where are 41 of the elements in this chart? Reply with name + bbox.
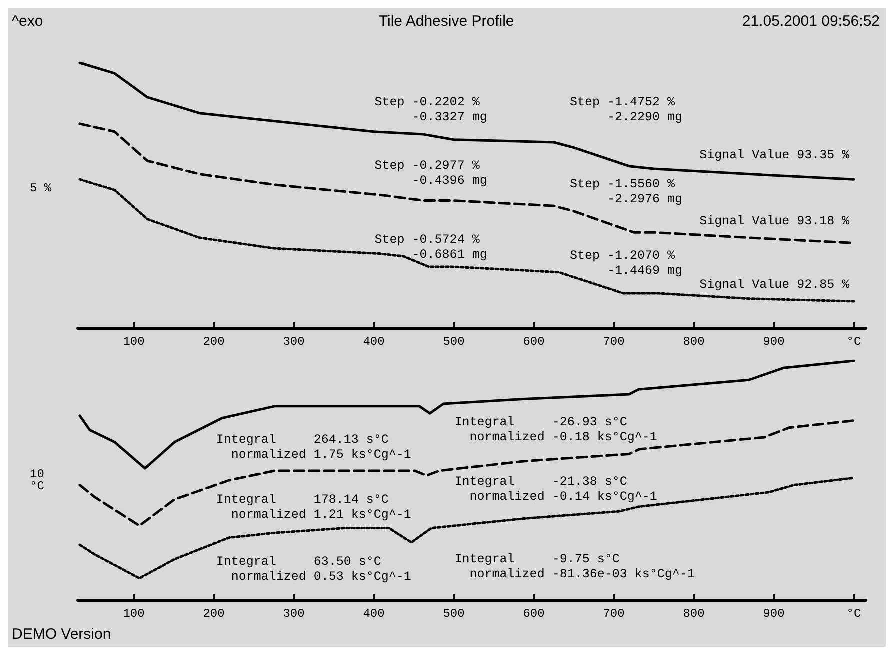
annotation: Integral -21.38 s°C normalized -0.14 ks°Cg^-1 [454,475,658,504]
x-tick-label: °C [846,607,862,621]
annotation: Step -0.5724 % -0.6861 mg [374,233,488,262]
annotation: Signal Value 93.35 % [700,148,850,162]
x-tick-label: 700 [603,335,625,349]
annotation: Integral 63.50 s°C normalized 0.53 ks°Cg^-1 [216,555,412,584]
x-tick-label: 200 [203,335,225,349]
x-tick-label: 800 [683,607,705,621]
text: ^exo [12,13,44,30]
text: DEMO Version [12,626,112,643]
x-tick-label: 300 [283,607,305,621]
annotation: Integral 264.13 s°C normalized 1.75 ks°Cg^-1 [216,433,412,462]
x-tick-label: 900 [763,607,785,621]
annotation: Signal Value 93.18 % [700,214,850,229]
x-tick-label: 400 [363,607,385,621]
x-tick-label: 500 [443,335,465,349]
text: 21.05.2001 09:56:52 [742,13,880,30]
x-tick-label: 100 [123,335,145,349]
annotation: Integral 178.14 s°C normalized 1.21 ks°Cg^-1 [216,492,412,522]
x-tick-label: °C [846,335,862,349]
annotation: Step -1.5560 % -2.2976 mg [570,177,683,206]
x-tick-label: 600 [523,607,545,621]
x-tick-label: 200 [203,607,225,621]
annotation: Integral -26.93 s°C normalized -0.18 ks°Cg^-1 [454,415,658,444]
x-tick-label: 400 [363,335,385,349]
chart-title: Tile Adhesive Profile [378,13,514,30]
x-tick-label: 900 [763,335,785,349]
y-axis-title: 10 °C [30,468,52,494]
x-tick-label: 500 [443,607,465,621]
annotation: Step -0.2202 % -0.3327 mg [374,95,488,124]
annotation: Step -1.4752 % -2.2290 mg [570,95,683,124]
annotation: Signal Value 92.85 % [700,278,850,292]
annotation: Integral -9.75 s°C normalized -81.36e-03 ks°Cg^-1 [454,552,695,582]
annotation: Step -1.2070 % -1.4469 mg [570,249,683,278]
x-tick-label: 300 [283,335,305,349]
x-tick-label: 800 [683,335,705,349]
x-tick-label: 600 [523,335,545,349]
x-tick-label: 700 [603,607,625,621]
annotation: Step -0.2977 % -0.4396 mg [374,158,488,188]
x-tick-label: 100 [123,607,145,621]
y-axis-title: 5 % [30,181,52,196]
